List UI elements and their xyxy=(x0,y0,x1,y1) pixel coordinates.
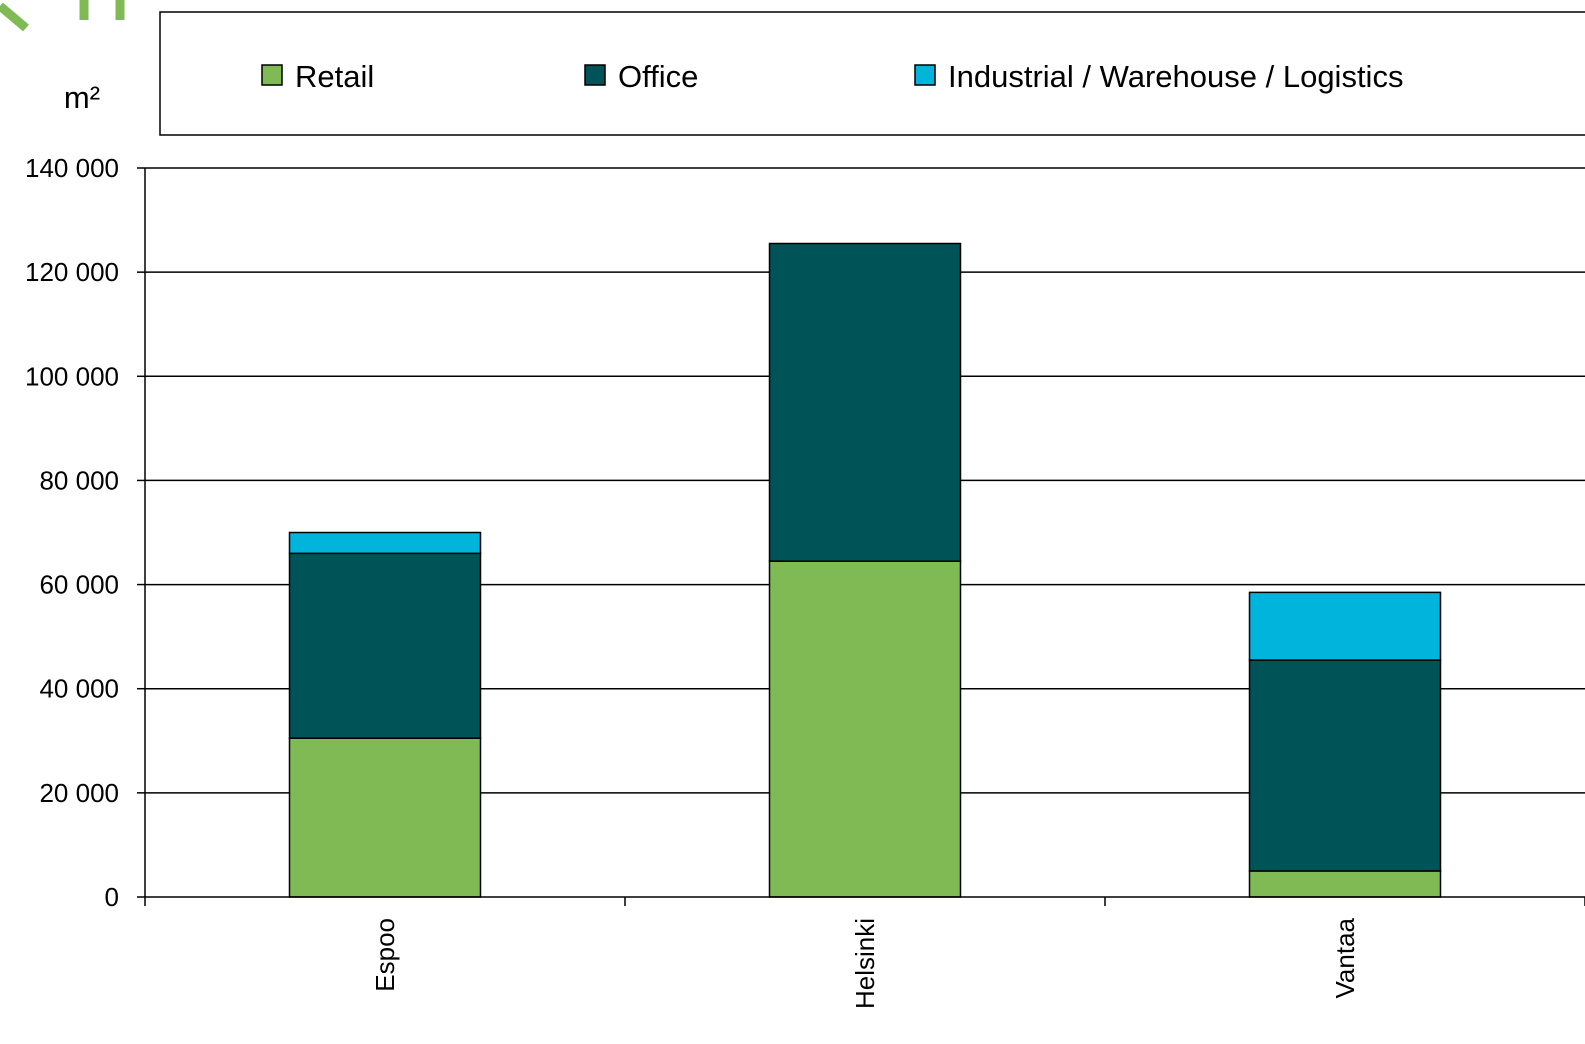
y-tick-label: 60 000 xyxy=(39,570,119,600)
bars xyxy=(288,242,1442,898)
legend-label: Office xyxy=(618,59,698,94)
legend-label: Industrial / Warehouse / Logistics xyxy=(948,59,1403,94)
y-tick-label: 0 xyxy=(105,882,119,912)
bar-segment-industrial-vantaa xyxy=(1248,591,1442,661)
x-tick-label-vantaa: Vantaa xyxy=(1330,917,1360,998)
legend-swatch xyxy=(584,64,606,86)
logo-fragment xyxy=(0,0,125,32)
legend-swatch xyxy=(261,64,283,86)
y-tick-label: 20 000 xyxy=(39,778,119,808)
legend-frame xyxy=(159,11,1585,136)
legend-label: Retail xyxy=(295,59,374,94)
y-tick-labels: 0 20 000 40 000 60 000 80 000 100 000 120 000 1… xyxy=(25,153,119,912)
bar-segment-office-vantaa xyxy=(1248,659,1442,872)
y-tick-label: 120 000 xyxy=(25,257,119,287)
bar-segment-retail-vantaa xyxy=(1248,870,1442,898)
x-tick-labels: Espoo Helsinki Vantaa xyxy=(370,917,1360,1009)
legend-item: Industrial / Warehouse / Logistics xyxy=(914,59,1403,94)
y-tick-label: 100 000 xyxy=(25,361,119,391)
x-tick-label-espoo: Espoo xyxy=(370,918,400,992)
legend-item: Office xyxy=(584,59,698,94)
legend-item: Retail xyxy=(261,59,374,94)
x-tick-label-helsinki: Helsinki xyxy=(850,918,880,1009)
bar-segment-industrial-espoo xyxy=(288,531,482,555)
bar-segment-retail-helsinki xyxy=(768,560,962,898)
y-tick-label: 140 000 xyxy=(25,153,119,183)
axes xyxy=(144,168,1585,906)
y-axis-unit-label: m² xyxy=(64,80,100,115)
bar-segment-retail-espoo xyxy=(288,737,482,898)
y-tick-label: 40 000 xyxy=(39,674,119,704)
bar-segment-office-espoo xyxy=(288,552,482,739)
y-tick-label: 80 000 xyxy=(39,465,119,495)
legend-swatch xyxy=(914,64,936,86)
legend: Retail Office Industrial / Warehouse / Log… xyxy=(159,11,1585,136)
bar-segment-office-helsinki xyxy=(768,242,962,562)
